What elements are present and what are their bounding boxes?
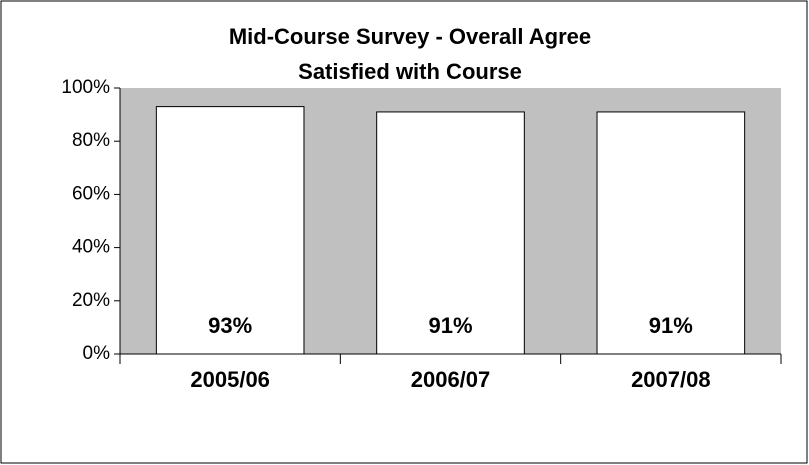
x-tick-label: 2007/08: [631, 367, 711, 392]
y-tick-label: 40%: [72, 237, 110, 258]
chart-subtitle: Satisfied with Course: [298, 59, 522, 84]
y-tick-label: 0%: [83, 343, 111, 364]
chart-title: Mid-Course Survey - Overall Agree: [229, 24, 591, 49]
data-label: 91%: [649, 313, 693, 338]
y-tick-label: 80%: [72, 130, 110, 151]
y-tick-label: 60%: [72, 183, 110, 204]
y-tick-label: 20%: [72, 290, 110, 311]
data-label: 93%: [208, 313, 252, 338]
x-tick-label: 2005/06: [190, 367, 270, 392]
bar: [155, 106, 305, 355]
data-label: 91%: [428, 313, 472, 338]
y-tick-label: 100%: [61, 77, 110, 98]
x-tick-label: 2006/07: [411, 367, 491, 392]
